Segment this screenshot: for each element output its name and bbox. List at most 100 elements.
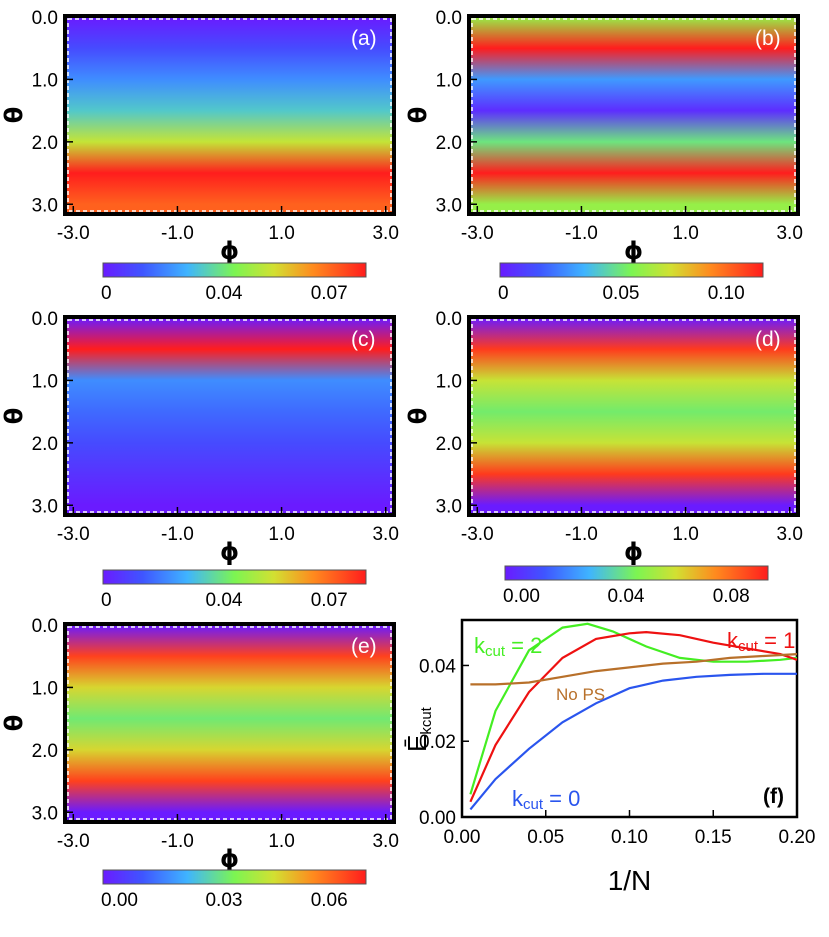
heatmap-field — [66, 17, 393, 213]
x-tick-label: 3.0 — [372, 831, 398, 852]
x-tick-label: 1.0 — [268, 831, 294, 852]
y-tick-label: 3.0 — [32, 803, 58, 824]
y-axis-label: θ — [0, 107, 28, 124]
series-line — [469, 622, 798, 795]
x-tick-label: 1.0 — [672, 524, 698, 545]
x-tick-label: -3.0 — [57, 524, 90, 545]
x-tick-label: 0.15 — [695, 827, 732, 848]
series-annotation: (f) — [763, 785, 784, 808]
y-tick-label: 3.0 — [32, 195, 58, 216]
y-tick-label: 0.04 — [419, 656, 456, 677]
heatmap-panel-d: (d) 0.0 1.0 2.0 3.0 -3.0 -1.0 1.0 3.0 θ ϕ 0.00 0.04 0… — [404, 309, 803, 607]
x-tick-label: -1.0 — [565, 223, 598, 244]
colorbar-tick-label: 0.00 — [101, 890, 138, 911]
y-tick-label: 1.0 — [32, 70, 58, 91]
heatmap-panel-a: (a) 0.0 1.0 2.0 3.0 -3.0 -1.0 1.0 3.0 θ ϕ 0 0.04 0.07 — [0, 8, 399, 304]
y-tick-label: 3.0 — [436, 195, 462, 216]
x-axis-label: ϕ — [220, 845, 239, 873]
colorbar-tick-label: 0.04 — [607, 586, 644, 607]
panel-label: (c) — [351, 328, 376, 351]
colorbar-tick-label: 0.00 — [503, 586, 540, 607]
series-line — [469, 672, 797, 811]
y-tick-label: 2.0 — [32, 133, 58, 154]
y-tick-label: 0.0 — [32, 616, 58, 637]
x-tick-label: 0.00 — [444, 827, 481, 848]
series-annotation: No PS — [556, 685, 605, 704]
heatmap-dashed-border — [67, 626, 392, 820]
y-axis-label: Ēkcut — [402, 706, 435, 752]
heatmap-panel-c: (c) 0.0 1.0 2.0 3.0 -3.0 -1.0 1.0 3.0 θ ϕ 0 0.04 0.07 — [0, 309, 399, 611]
panel-label: (d) — [755, 328, 781, 351]
y-tick-label: 2.0 — [436, 133, 462, 154]
y-tick-label: 0.02 — [419, 732, 456, 753]
line-chart-f: 0.00 0.05 0.10 0.15 0.20 0.00 0.02 0.04 kcut = 2… — [402, 618, 816, 896]
colorbar — [504, 565, 769, 581]
x-tick-label: 1.0 — [268, 223, 294, 244]
series-line — [470, 653, 798, 686]
colorbar-tick-label: 0 — [101, 590, 112, 611]
y-tick-label: 1.0 — [32, 678, 58, 699]
colorbar — [102, 569, 367, 585]
heatmap-dashed-border — [471, 18, 796, 212]
heatmap-dashed-border — [67, 319, 392, 513]
heatmap-field — [470, 318, 797, 514]
y-tick-label: 1.0 — [436, 371, 462, 392]
x-tick-label: -3.0 — [57, 831, 90, 852]
colorbar-tick-label: 0.03 — [205, 890, 242, 911]
y-tick-label: 3.0 — [32, 496, 58, 517]
x-axis-label: ϕ — [624, 538, 643, 566]
colorbar — [102, 869, 367, 885]
colorbar-tick-label: 0 — [101, 283, 112, 304]
colorbar-tick-label: 0.10 — [708, 283, 745, 304]
series-annotation: kcut = 1 — [727, 628, 795, 655]
x-tick-label: 3.0 — [372, 524, 398, 545]
y-tick-label: 0.0 — [436, 309, 462, 330]
heatmap-frame — [467, 14, 800, 216]
heatmap-frame — [467, 315, 800, 517]
x-tick-label: 3.0 — [776, 223, 802, 244]
series-annotation: kcut = 2 — [474, 633, 542, 660]
y-axis-label: θ — [0, 715, 28, 732]
heatmap-field — [66, 318, 393, 514]
x-tick-label: -1.0 — [565, 524, 598, 545]
colorbar-tick-label: 0 — [498, 283, 509, 304]
y-axis-label: θ — [404, 107, 432, 124]
x-tick-label: -3.0 — [461, 223, 494, 244]
x-tick-label: -3.0 — [57, 223, 90, 244]
series-line — [469, 630, 798, 803]
y-axis-label: θ — [404, 408, 432, 425]
colorbar — [102, 262, 367, 278]
x-tick-label: 0.05 — [527, 827, 564, 848]
x-tick-label: -3.0 — [461, 524, 494, 545]
series-annotation: kcut = 0 — [512, 786, 580, 813]
y-tick-label: 2.0 — [32, 434, 58, 455]
heatmap-panel-b: (b) 0.0 1.0 2.0 3.0 -3.0 -1.0 1.0 3.0 θ ϕ 0 0.05 0.10 — [404, 8, 803, 304]
x-tick-label: -1.0 — [161, 223, 194, 244]
x-tick-label: 0.20 — [779, 827, 816, 848]
heatmap-field — [470, 17, 797, 213]
y-tick-label: 0.00 — [419, 808, 456, 829]
y-tick-label: 2.0 — [32, 741, 58, 762]
x-axis-label: ϕ — [220, 538, 239, 566]
heatmap-frame — [63, 622, 396, 824]
x-axis-label: 1/N — [608, 865, 652, 896]
colorbar-tick-label: 0.07 — [311, 590, 348, 611]
heatmap-frame — [63, 14, 396, 216]
panel-label: (e) — [351, 635, 377, 658]
colorbar-tick-label: 0.06 — [311, 890, 348, 911]
x-tick-label: 1.0 — [672, 223, 698, 244]
x-axis-label: ϕ — [220, 237, 239, 265]
colorbar — [499, 262, 764, 278]
y-tick-label: 0.0 — [32, 309, 58, 330]
y-tick-label: 0.0 — [436, 8, 462, 29]
y-axis-label: θ — [0, 408, 28, 425]
colorbar-tick-label: 0.04 — [205, 283, 242, 304]
x-tick-label: 0.10 — [611, 827, 648, 848]
heatmap-frame — [63, 315, 396, 517]
y-tick-label: 3.0 — [436, 496, 462, 517]
heatmap-dashed-border — [67, 18, 392, 212]
heatmap-panel-e: (e) 0.0 1.0 2.0 3.0 -3.0 -1.0 1.0 3.0 θ ϕ 0.00 0.03 0… — [0, 616, 399, 911]
colorbar-tick-label: 0.07 — [311, 283, 348, 304]
x-tick-label: 3.0 — [776, 524, 802, 545]
